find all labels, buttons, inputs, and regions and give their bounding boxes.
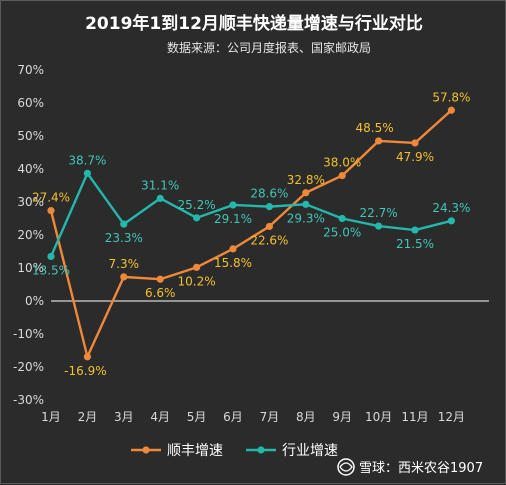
series-line	[49, 172, 452, 257]
x-tick-label: 3月	[114, 410, 134, 424]
legend-marker	[257, 446, 265, 454]
data-label: 57.8%	[432, 90, 470, 104]
data-point	[47, 252, 55, 261]
data-label: 10.2%	[178, 274, 216, 288]
data-label: 7.3%	[109, 257, 140, 271]
x-tick-label: 4月	[150, 410, 170, 424]
x-tick-label: 10月	[365, 410, 392, 424]
y-tick-label: 20%	[17, 228, 44, 242]
data-label: 13.5%	[32, 263, 70, 277]
chart-subtitle: 数据来源：公司月度报表、国家邮政局	[167, 40, 371, 55]
series-industry: 13.5% 38.7% 23.3% 31.1% 25.2%29.1% 28.6% 29.3%…	[32, 153, 471, 277]
data-label: 31.1%	[141, 178, 179, 192]
data-point	[156, 194, 164, 202]
data-label: 22.7%	[360, 206, 398, 220]
data-point	[375, 137, 383, 145]
x-tick-label: 8月	[296, 410, 316, 424]
data-label: 15.8%	[214, 256, 252, 270]
data-label: 25.0%	[323, 226, 361, 240]
data-label: 38.0%	[323, 156, 361, 170]
data-label: 29.1%	[214, 212, 252, 226]
data-point	[193, 214, 201, 222]
data-point	[338, 172, 346, 180]
data-point	[120, 220, 128, 228]
y-tick-label: 0%	[25, 294, 44, 308]
y-tick-label: -30%	[13, 393, 44, 407]
series-sf: 27.4% -16.9% 7.3% 6.6%10.2% 15.8% 22.6% 32.8% 3…	[32, 90, 471, 378]
legend-label: 行业增速	[282, 443, 338, 459]
data-label: 47.9%	[396, 150, 434, 164]
data-label: 29.3%	[287, 211, 325, 225]
data-point	[302, 200, 310, 208]
x-tick-label: 12月	[438, 410, 465, 424]
data-point	[47, 206, 55, 215]
legend-marker	[142, 446, 150, 454]
data-point	[265, 203, 273, 211]
data-point	[83, 353, 91, 361]
legend: 顺丰增速 行业增速	[131, 443, 338, 459]
data-point	[265, 222, 273, 231]
data-label: 6.6%	[145, 286, 176, 300]
x-tick-label: 6月	[223, 410, 243, 424]
data-label: -16.9%	[64, 364, 106, 378]
snowball-icon	[337, 458, 355, 476]
data-label: 48.5%	[356, 121, 394, 135]
data-label: 38.7%	[68, 153, 106, 167]
y-tick-label: -20%	[13, 360, 44, 374]
legend-label: 顺丰增速	[167, 443, 223, 459]
y-tick-label: -10%	[13, 327, 44, 341]
data-label: 28.6%	[250, 187, 288, 201]
y-tick-label: 10%	[17, 261, 44, 275]
data-point	[411, 226, 419, 234]
data-point	[447, 106, 455, 114]
data-label: 32.8%	[287, 173, 325, 187]
y-tick-label: 70%	[17, 63, 44, 77]
data-label: 22.6%	[250, 233, 288, 247]
watermark-text: 雪球：西米农谷1907	[359, 461, 483, 476]
data-point	[375, 222, 383, 230]
x-tick-label: 2月	[78, 410, 98, 424]
chart-title: 2019年1到12月顺丰快递量增速与行业对比	[85, 13, 423, 34]
data-label: 23.3%	[105, 231, 143, 245]
data-point	[193, 263, 201, 271]
data-point	[338, 214, 346, 223]
x-tick-label: 7月	[260, 410, 280, 424]
y-tick-label: 60%	[17, 96, 44, 110]
watermark: 雪球：西米农谷1907	[337, 458, 483, 476]
data-point	[302, 189, 310, 197]
data-label: 21.5%	[396, 237, 434, 251]
data-point	[411, 139, 419, 147]
series-line	[49, 109, 453, 358]
data-point	[229, 245, 237, 253]
data-point	[120, 273, 128, 281]
data-point	[83, 169, 91, 177]
y-tick-label: 40%	[17, 162, 44, 176]
data-label: 27.4%	[32, 191, 70, 205]
axes: 70% 60% 50% 40% 30% 20% 10% 0% -10% -20% -30% 1月 2月 3…	[13, 63, 489, 424]
x-tick-label: 11月	[401, 410, 428, 424]
x-tick-label: 5月	[187, 410, 207, 424]
y-tick-label: 50%	[17, 129, 44, 143]
series-lines: 27.4% -16.9% 7.3% 6.6%10.2% 15.8% 22.6% 32.8% 3…	[32, 90, 471, 378]
data-point	[156, 275, 164, 283]
x-tick-label: 9月	[332, 410, 352, 424]
data-label: 24.3%	[432, 201, 470, 215]
data-point	[447, 217, 455, 225]
y-tick-label: 30%	[17, 195, 44, 209]
x-tick-label: 1月	[41, 410, 61, 424]
data-point	[229, 201, 237, 209]
data-label: 25.2%	[178, 198, 216, 212]
